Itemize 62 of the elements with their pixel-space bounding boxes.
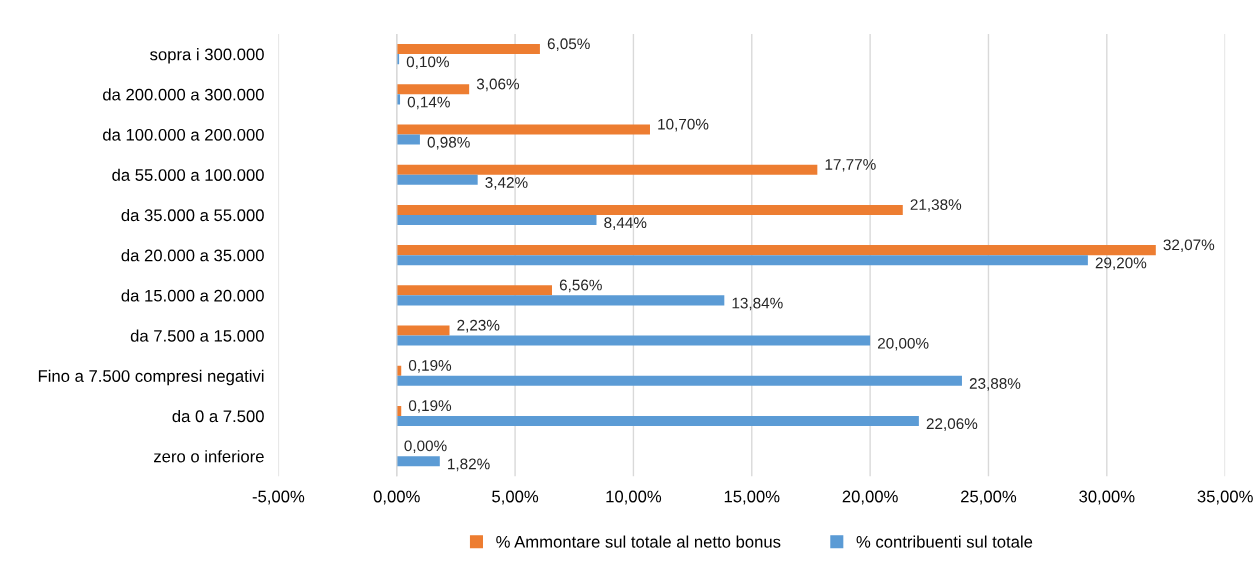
y-tick-label: da 200.000 a 300.000: [103, 88, 264, 101]
data-label: 21,38%: [910, 199, 962, 212]
data-label: 6,56%: [559, 279, 602, 293]
bar: [396, 124, 650, 135]
bar: [396, 245, 1156, 256]
x-tick-label: 35,00%: [1197, 490, 1253, 505]
x-tick-label: 15,00%: [724, 490, 780, 505]
legend-label: % Ammontare sul totale al netto bonus: [496, 535, 781, 548]
data-label: 0,10%: [406, 56, 449, 70]
data-label: 1,82%: [448, 458, 490, 472]
bar: [396, 375, 962, 386]
bar: [396, 255, 1088, 266]
bar: [396, 204, 903, 215]
data-label: 32,07%: [1163, 239, 1215, 253]
y-tick-label: da 55.000 a 100.000: [112, 168, 264, 181]
y-tick-label: da 35.000 a 55.000: [121, 208, 264, 222]
bar: [396, 415, 919, 427]
bar: [396, 174, 478, 185]
data-label: 20,00%: [877, 337, 929, 351]
bar: [396, 325, 450, 336]
legend-label: % contribuenti sul totale: [856, 535, 1033, 548]
bar: [396, 214, 597, 225]
bar: [396, 134, 420, 145]
data-label: 0,14%: [407, 96, 450, 110]
data-label: 6,05%: [547, 38, 590, 51]
x-tick-label: 5,00%: [492, 490, 539, 505]
bar: [396, 164, 818, 175]
data-label: 8,44%: [604, 217, 647, 230]
bar: [396, 335, 871, 346]
x-tick-label: 0,00%: [373, 490, 420, 505]
y-tick-label: da 15.000 a 20.000: [121, 289, 264, 302]
bar: [396, 44, 540, 55]
y-tick-label: da 100.000 a 200.000: [103, 128, 264, 141]
y-tick-label: sopra i 300.000: [150, 48, 264, 64]
data-label: 3,42%: [485, 177, 528, 190]
data-label: 0,19%: [408, 400, 452, 413]
data-label: 0,19%: [408, 360, 452, 373]
x-tick-label: 25,00%: [961, 490, 1017, 505]
x-tick-label: 30,00%: [1079, 490, 1135, 505]
bar: [396, 285, 552, 296]
data-label: 23,88%: [969, 378, 1021, 391]
bar: [396, 94, 401, 105]
data-label: 22,06%: [926, 418, 978, 431]
bar: [396, 84, 470, 95]
x-tick-label: 20,00%: [842, 490, 898, 505]
y-tick-label: da 20.000 a 35.000: [121, 249, 264, 262]
data-label: 10,70%: [658, 118, 709, 132]
x-tick-label: 10,00%: [606, 490, 662, 505]
data-label: 3,06%: [476, 78, 520, 92]
y-tick-label: Fino a 7.500 compresi negativi: [38, 369, 264, 386]
data-label: 0,98%: [427, 136, 470, 150]
bar: [396, 456, 440, 467]
data-label: 2,23%: [457, 319, 500, 333]
data-label: 17,77%: [825, 159, 876, 172]
bar: [396, 295, 725, 306]
y-tick-label: da 7.500 a 15.000: [130, 329, 264, 342]
data-label: 13,84%: [732, 297, 783, 311]
data-label: 0,00%: [404, 440, 447, 454]
x-tick-label: -5,00%: [252, 490, 305, 505]
y-tick-label: da 0 a 7.500: [172, 409, 264, 423]
data-label: 29,20%: [1095, 257, 1147, 271]
y-tick-label: zero o inferiore: [154, 450, 264, 463]
